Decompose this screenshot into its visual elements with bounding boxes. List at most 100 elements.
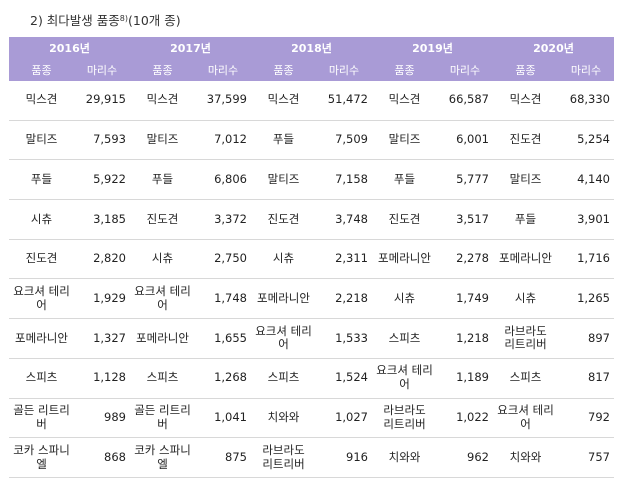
breed-cell: 푸들 xyxy=(372,159,437,201)
table-row: 코카 스파니엘 868 코카 스파니엘 875 라브라도 리트리버 916 치와와 962 치와와… xyxy=(9,437,614,478)
breed-cell: 요크셔 테리어 xyxy=(130,278,195,320)
breed-cell: 치와와 xyxy=(493,437,558,478)
breed-table: 2016년 2017년 2018년 2019년 2020년 품종 마리수 품종 마리수 품종 마리… xyxy=(9,37,614,478)
breed-cell: 말티즈 xyxy=(130,120,195,161)
breed-cell: 골든 리트리버 xyxy=(9,398,74,439)
table-body: 믹스견 29,915 믹스견 37,599 믹스견 51,472 믹스견 66,587 믹스견 6… xyxy=(9,81,614,478)
count-cell: 2,820 xyxy=(74,239,130,280)
count-cell: 7,509 xyxy=(316,120,372,161)
count-cell: 3,901 xyxy=(558,199,614,240)
breed-cell: 치와와 xyxy=(372,437,437,478)
table-row: 스피츠 1,128 스피츠 1,268 스피츠 1,524 요크셔 테리어 1,189 스피츠 8… xyxy=(9,358,614,399)
heading-footnote-mark: 8) xyxy=(119,14,128,23)
count-cell: 817 xyxy=(558,358,614,399)
count-cell: 2,218 xyxy=(316,278,372,320)
count-cell: 1,041 xyxy=(195,398,251,439)
count-cell: 792 xyxy=(558,398,614,439)
breed-cell: 코카 스파니엘 xyxy=(9,437,74,478)
breed-cell: 진도견 xyxy=(493,120,558,161)
breed-cell: 스피츠 xyxy=(372,318,437,359)
count-cell: 6,001 xyxy=(437,120,493,161)
breed-cell: 스피츠 xyxy=(130,358,195,399)
heading-text: 2) 최다발생 품종 xyxy=(30,13,120,28)
breed-cell: 진도견 xyxy=(251,199,316,240)
count-cell: 5,777 xyxy=(437,159,493,201)
count-cell: 897 xyxy=(558,318,614,359)
breed-cell: 시츄 xyxy=(130,239,195,280)
count-cell: 68,330 xyxy=(558,81,614,121)
count-cell: 3,748 xyxy=(316,199,372,240)
count-cell: 962 xyxy=(437,437,493,478)
count-cell: 989 xyxy=(74,398,130,439)
breed-cell: 요크셔 테리어 xyxy=(493,398,558,439)
breed-cell: 믹스견 xyxy=(9,81,74,121)
count-cell: 66,587 xyxy=(437,81,493,121)
breed-cell: 시츄 xyxy=(372,278,437,320)
breed-cell: 믹스견 xyxy=(251,81,316,121)
count-cell: 916 xyxy=(316,437,372,478)
count-cell: 1,022 xyxy=(437,398,493,439)
count-cell: 4,140 xyxy=(558,159,614,201)
count-cell: 1,268 xyxy=(195,358,251,399)
count-cell: 1,128 xyxy=(74,358,130,399)
breed-cell: 푸들 xyxy=(493,199,558,240)
count-cell: 1,265 xyxy=(558,278,614,320)
count-cell: 29,915 xyxy=(74,81,130,121)
count-cell: 6,806 xyxy=(195,159,251,201)
count-cell: 1,716 xyxy=(558,239,614,280)
count-cell: 868 xyxy=(74,437,130,478)
count-cell: 1,189 xyxy=(437,358,493,399)
table-row: 요크셔 테리어 1,929 요크셔 테리어 1,748 포메라니안 2,218 시츄 1,74… xyxy=(9,278,614,320)
count-cell: 7,593 xyxy=(74,120,130,161)
year-header: 2016년 xyxy=(9,37,130,59)
count-cell: 1,524 xyxy=(316,358,372,399)
breed-column-label: 품종 xyxy=(372,59,437,81)
breed-cell: 포메라니안 xyxy=(130,318,195,359)
count-cell: 37,599 xyxy=(195,81,251,121)
count-cell: 51,472 xyxy=(316,81,372,121)
column-label-row: 품종 마리수 품종 마리수 품종 마리수 품종 마리수 품종 마리수 xyxy=(9,59,614,81)
count-cell: 1,218 xyxy=(437,318,493,359)
count-cell: 875 xyxy=(195,437,251,478)
count-cell: 5,922 xyxy=(74,159,130,201)
count-column-label: 마리수 xyxy=(437,59,493,81)
breed-cell: 코카 스파니엘 xyxy=(130,437,195,478)
year-header: 2019년 xyxy=(372,37,493,59)
count-column-label: 마리수 xyxy=(195,59,251,81)
breed-cell: 포메라니안 xyxy=(372,239,437,280)
count-cell: 7,012 xyxy=(195,120,251,161)
breed-cell: 말티즈 xyxy=(9,120,74,161)
breed-cell: 시츄 xyxy=(251,239,316,280)
breed-cell: 믹스견 xyxy=(493,81,558,121)
table-row: 말티즈 7,593 말티즈 7,012 푸들 7,509 말티즈 6,001 진도견 5,254 xyxy=(9,120,614,161)
section-heading: 2) 최다발생 품종8)(10개 종) xyxy=(30,10,181,29)
breed-column-label: 품종 xyxy=(130,59,195,81)
breed-cell: 진도견 xyxy=(9,239,74,280)
breed-column-label: 품종 xyxy=(493,59,558,81)
count-cell: 2,750 xyxy=(195,239,251,280)
breed-cell: 스피츠 xyxy=(493,358,558,399)
count-cell: 3,372 xyxy=(195,199,251,240)
breed-column-label: 품종 xyxy=(9,59,74,81)
count-cell: 3,185 xyxy=(74,199,130,240)
breed-cell: 스피츠 xyxy=(251,358,316,399)
count-cell: 757 xyxy=(558,437,614,478)
year-header-row: 2016년 2017년 2018년 2019년 2020년 xyxy=(9,37,614,59)
breed-cell: 포메라니안 xyxy=(251,278,316,320)
count-cell: 1,027 xyxy=(316,398,372,439)
year-header: 2018년 xyxy=(251,37,372,59)
breed-cell: 포메라니안 xyxy=(9,318,74,359)
count-cell: 2,278 xyxy=(437,239,493,280)
breed-cell: 푸들 xyxy=(130,159,195,201)
count-column-label: 마리수 xyxy=(316,59,372,81)
breed-column-label: 품종 xyxy=(251,59,316,81)
breed-cell: 푸들 xyxy=(9,159,74,201)
year-header: 2020년 xyxy=(493,37,614,59)
count-cell: 1,748 xyxy=(195,278,251,320)
breed-cell: 진도견 xyxy=(130,199,195,240)
breed-cell: 요크셔 테리어 xyxy=(372,358,437,399)
count-cell: 3,517 xyxy=(437,199,493,240)
breed-cell: 믹스견 xyxy=(372,81,437,121)
count-cell: 1,929 xyxy=(74,278,130,320)
breed-cell: 푸들 xyxy=(251,120,316,161)
